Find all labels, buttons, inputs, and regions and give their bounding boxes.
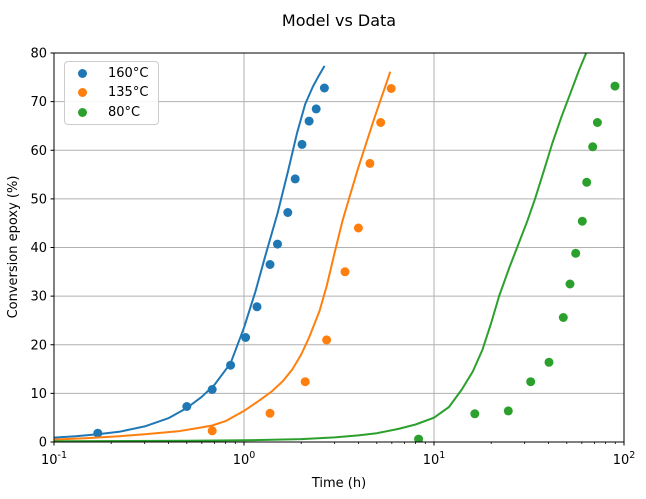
data-point-135°C — [386, 84, 396, 93]
data-point-80°C — [610, 81, 620, 91]
y-tick-label: 10 — [30, 387, 47, 402]
legend-item-80c: 80°C — [78, 103, 150, 122]
legend: 160°C 135°C 80°C — [64, 61, 159, 125]
data-point-160°C — [283, 208, 293, 217]
data-point-160°C — [304, 116, 314, 126]
legend-label: 80°C — [108, 104, 141, 120]
series-marker-icon — [78, 69, 87, 79]
y-tick-label: 20 — [30, 338, 47, 353]
data-point-160°C — [182, 402, 192, 411]
y-tick-label: 60 — [30, 144, 47, 159]
x-tick-label: 102 — [613, 450, 636, 468]
y-tick-label: 40 — [30, 241, 47, 256]
data-point-80°C — [565, 279, 575, 289]
data-point-135°C — [265, 408, 275, 418]
model-curve-135°C — [54, 71, 391, 441]
x-tick-label: 100 — [233, 450, 256, 468]
data-point-80°C — [558, 313, 568, 322]
data-point-135°C — [300, 377, 310, 387]
y-tick-label: 70 — [30, 95, 47, 110]
data-point-160°C — [265, 260, 275, 269]
data-point-160°C — [297, 139, 307, 149]
data-point-80°C — [582, 177, 592, 187]
data-point-160°C — [319, 83, 329, 93]
y-tick-label: 30 — [30, 290, 47, 305]
data-point-80°C — [571, 248, 581, 258]
data-point-80°C — [592, 118, 602, 127]
data-point-160°C — [207, 385, 217, 394]
legend-item-135c: 135°C — [78, 83, 150, 102]
x-axis-label: Time (h) — [311, 476, 366, 491]
y-tick-label: 80 — [30, 47, 47, 62]
data-point-160°C — [273, 239, 282, 249]
data-point-160°C — [241, 333, 251, 342]
model-curve-80°C — [54, 53, 588, 442]
data-point-80°C — [588, 142, 598, 152]
data-point-80°C — [470, 409, 480, 419]
data-point-135°C — [340, 267, 350, 277]
y-axis-label: Conversion epoxy (%) — [6, 176, 21, 319]
legend-label: 160°C — [108, 66, 149, 82]
data-point-160°C — [226, 360, 236, 370]
chart-title: Model vs Data — [282, 11, 396, 30]
data-point-80°C — [577, 216, 587, 226]
data-point-135°C — [365, 158, 375, 168]
series-marker-icon — [78, 107, 87, 117]
data-point-160°C — [252, 302, 262, 312]
model-curve-160°C — [54, 65, 326, 439]
tick-layer — [50, 52, 625, 446]
data-point-135°C — [376, 118, 386, 127]
data-point-160°C — [311, 104, 321, 114]
data-point-135°C — [322, 335, 332, 345]
data-point-160°C — [93, 428, 103, 438]
data-point-135°C — [353, 223, 363, 233]
x-tick-label: 10-1 — [41, 450, 67, 468]
x-tick-label: 101 — [423, 450, 446, 468]
data-point-80°C — [503, 406, 513, 416]
data-point-80°C — [414, 434, 424, 442]
y-tick-label: 50 — [30, 192, 47, 207]
legend-item-160c: 160°C — [78, 64, 150, 83]
legend-label: 135°C — [108, 85, 149, 101]
data-point-135°C — [207, 426, 217, 436]
data-point-80°C — [544, 357, 554, 367]
data-layer — [54, 53, 620, 442]
data-point-80°C — [526, 377, 536, 387]
y-tick-label: 0 — [39, 436, 47, 451]
data-point-160°C — [290, 174, 300, 184]
series-marker-icon — [78, 88, 87, 98]
